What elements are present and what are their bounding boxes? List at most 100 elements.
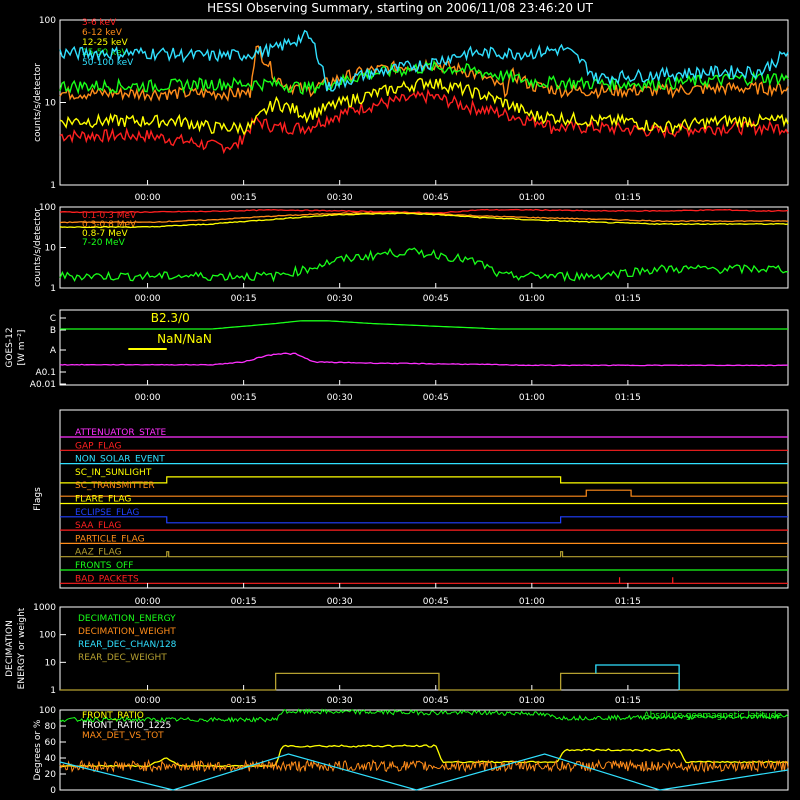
goes-frame [59, 309, 789, 386]
lo-energy-legend-entry: 50-100 keV [82, 58, 134, 68]
lo-energy-ytick-label: 10 [45, 99, 57, 109]
hi-energy-frame [59, 206, 789, 289]
lo-energy-xtick-label: 01:00 [519, 193, 545, 203]
ratios-series-line [59, 744, 789, 768]
hi-energy-xtick-label: 00:15 [231, 294, 257, 304]
flag-label: AAZ_FLAG [75, 548, 122, 558]
goes-ytick-label: A0.01 [30, 380, 56, 390]
ratios-series-line [59, 758, 789, 773]
ratios-legend-entry: FRONT_RATIO_1225 [82, 721, 171, 731]
decimation-xtick-label: 01:15 [615, 696, 641, 706]
flag-label: GAP_FLAG [75, 441, 121, 451]
ratios-ytick-label: 20 [45, 770, 57, 780]
hi-energy-xtick-label: 01:00 [519, 294, 545, 304]
flag-line [60, 577, 788, 584]
goes-xtick-label: 01:00 [519, 393, 545, 403]
hi-energy-xtick-label: 00:00 [135, 294, 161, 304]
goes-ytick-label: B [50, 326, 56, 336]
decimation-series-line [595, 664, 680, 690]
lo-energy-series-line [59, 77, 789, 136]
decimation-legend-entry: DECIMATION_WEIGHT [78, 627, 176, 637]
ratios-series-line [59, 753, 789, 791]
goes-ytick-label: A [50, 346, 57, 356]
flag-label: SAA_FLAG [75, 521, 121, 531]
goes-xtick-label: 00:30 [327, 393, 353, 403]
lo-energy-xtick-label: 00:15 [231, 193, 257, 203]
flag-label: BAD_PACKETS [75, 574, 139, 584]
goes-annotation: B2.3/0 [151, 311, 190, 325]
decimation-legend-entry: REAR_DEC_WEIGHT [78, 653, 167, 663]
plot-title: HESSI Observing Summary, starting on 200… [207, 1, 593, 15]
hi-energy-series-line [59, 247, 789, 283]
flags-xtick-label: 00:45 [423, 597, 449, 607]
decimation-xtick-label: 00:30 [327, 696, 353, 706]
lo-energy-xtick-label: 00:00 [135, 193, 161, 203]
goes-unit-label: [W m⁻²] [17, 330, 27, 366]
flag-label: PARTICLE_FLAG [75, 534, 145, 544]
flag-label: SC_IN_SUNLIGHT [75, 468, 152, 478]
goes-series-line [59, 352, 789, 367]
hi-energy-xtick-label: 00:30 [327, 294, 353, 304]
flag-label: FRONTS_OFF [75, 561, 133, 571]
hi-energy-legend-entry: 0.1-0.3 MeV [82, 211, 137, 221]
decimation-ytick-label: 1 [50, 686, 56, 696]
goes-xtick-label: 00:45 [423, 393, 449, 403]
ratios-ytick-label: 60 [45, 738, 57, 748]
flags-xtick-label: 00:00 [135, 597, 161, 607]
goes-ytick-label: A0.1 [36, 368, 56, 378]
lo-energy-series-line [59, 88, 789, 155]
lo-energy-series-line [59, 59, 789, 95]
flag-label: FLARE_FLAG [75, 495, 131, 505]
decimation-xtick-label: 00:15 [231, 696, 257, 706]
goes-ylabel: GOES-12 [5, 327, 15, 367]
lo-energy-frame [59, 19, 789, 186]
ratios-annotation: Absolute geomagnetic latitude [643, 711, 782, 721]
lo-energy-legend-entry: 12-25 keV [82, 38, 128, 48]
ratios-ytick-label: 100 [39, 706, 56, 716]
flags-ylabel: Flags [33, 487, 43, 511]
flags-xtick-label: 00:30 [327, 597, 353, 607]
flags-frame [59, 409, 789, 589]
lo-energy-legend-entry: 6-12 keV [82, 28, 123, 38]
decimation-xtick-label: 01:00 [519, 696, 545, 706]
lo-energy-xtick-label: 00:45 [423, 193, 449, 203]
hi-energy-legend-entry: 0.8-7 MeV [82, 229, 128, 239]
hi-energy-series-line [59, 208, 789, 214]
hi-energy-series-line [59, 212, 789, 229]
ratios-ytick-label: 80 [45, 722, 57, 732]
hi-energy-legend-entry: 0.3-0.8 MeV [82, 220, 137, 230]
decimation-legend-entry: REAR_DEC_CHAN/128 [78, 640, 177, 650]
hi-energy-xtick-label: 00:45 [423, 294, 449, 304]
hi-energy-legend-entry: 7-20 MeV [82, 238, 126, 248]
ratios-ytick-label: 0 [50, 786, 56, 796]
flag-label: NON_SOLAR_EVENT [75, 455, 165, 465]
lo-energy-legend-entry: 3-6 keV [82, 18, 117, 28]
goes-annotation: NaN/NaN [157, 332, 212, 346]
decimation-frame [59, 606, 789, 691]
hi-energy-ytick-label: 100 [39, 203, 56, 213]
decimation-ytick-label: 1000 [33, 603, 56, 613]
flags-xtick-label: 01:15 [615, 597, 641, 607]
flag-line [60, 476, 788, 484]
ratios-ytick-label: 40 [45, 754, 57, 764]
goes-xtick-label: 00:15 [231, 393, 257, 403]
lo-energy-xtick-label: 00:30 [327, 193, 353, 203]
lo-energy-series-line [59, 29, 789, 92]
goes-xtick-label: 01:15 [615, 393, 641, 403]
decimation-ytick-label: 100 [39, 631, 56, 641]
lo-energy-ylabel: counts/s/detector [33, 63, 43, 142]
flags-xtick-label: 00:15 [231, 597, 257, 607]
lo-energy-legend-entry: 25-50 keV [82, 48, 128, 58]
flags-xtick-label: 01:00 [519, 597, 545, 607]
hi-energy-xtick-label: 01:15 [615, 294, 641, 304]
ratios-legend-entry: MAX_DET_VS_TOT [82, 731, 164, 741]
ratios-series-line [59, 708, 789, 723]
lo-energy-ytick-label: 1 [50, 181, 56, 191]
decimation-legend-entry: DECIMATION_ENERGY [78, 614, 176, 624]
flag-label: ATTENUATOR_STATE [75, 428, 167, 438]
hi-energy-ytick-label: 1 [50, 284, 56, 294]
hi-energy-ytick-label: 10 [45, 244, 57, 254]
flag-line [60, 516, 788, 524]
